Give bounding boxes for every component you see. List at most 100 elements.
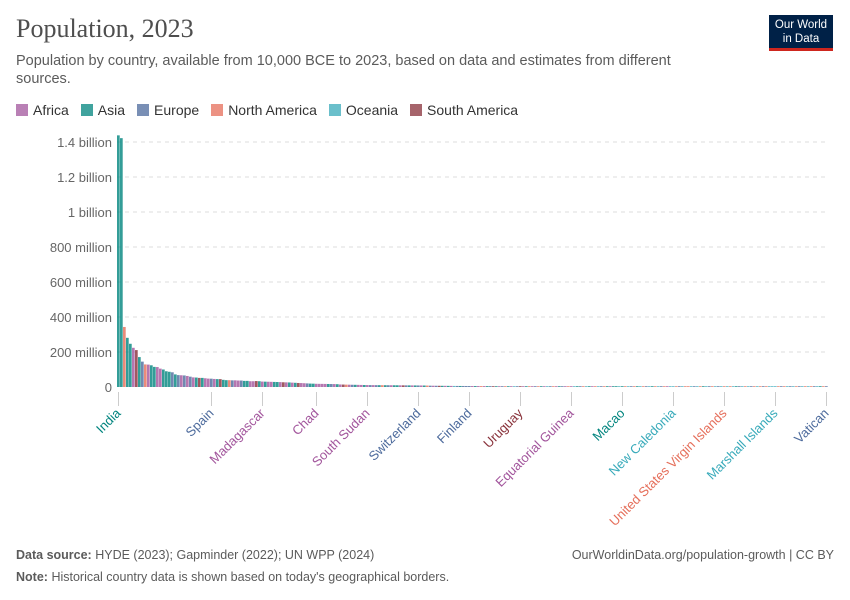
bar[interactable] xyxy=(687,386,690,387)
bar[interactable] xyxy=(306,383,309,387)
bar[interactable] xyxy=(171,372,174,387)
bar[interactable] xyxy=(162,369,165,388)
bar[interactable] xyxy=(492,386,495,387)
bar[interactable] xyxy=(495,386,498,387)
bar[interactable] xyxy=(177,375,180,387)
bar[interactable] xyxy=(717,386,720,387)
bar[interactable] xyxy=(516,386,519,387)
bar[interactable] xyxy=(147,364,150,387)
x-tick-label[interactable]: Madagascar xyxy=(206,405,268,467)
bar[interactable] xyxy=(438,385,441,387)
bar[interactable] xyxy=(159,368,162,387)
legend-item-asia[interactable]: Asia xyxy=(80,102,125,118)
bar[interactable] xyxy=(342,384,345,387)
bar[interactable] xyxy=(432,385,435,387)
owid-logo[interactable]: Our World in Data xyxy=(769,15,833,51)
bar[interactable] xyxy=(384,385,387,387)
bar[interactable] xyxy=(543,386,546,387)
bar[interactable] xyxy=(351,384,354,387)
bar[interactable] xyxy=(459,385,462,387)
bar[interactable] xyxy=(696,386,699,387)
bar[interactable] xyxy=(270,381,273,387)
bar[interactable] xyxy=(558,386,561,387)
bar[interactable] xyxy=(153,366,156,387)
bar[interactable] xyxy=(138,357,141,387)
bar[interactable] xyxy=(465,386,468,387)
bar[interactable] xyxy=(795,386,798,387)
bar[interactable] xyxy=(720,386,723,387)
bar[interactable] xyxy=(735,386,738,387)
bar[interactable] xyxy=(477,386,480,387)
bar[interactable] xyxy=(522,386,525,387)
bar[interactable] xyxy=(366,385,369,387)
bar[interactable] xyxy=(426,385,429,387)
bar[interactable] xyxy=(396,385,399,387)
bar[interactable] xyxy=(786,386,789,387)
bar[interactable] xyxy=(126,337,129,387)
bar[interactable] xyxy=(243,380,246,387)
bar[interactable] xyxy=(618,386,621,387)
bar[interactable] xyxy=(663,386,666,387)
bar[interactable] xyxy=(378,385,381,387)
bar[interactable] xyxy=(555,386,558,387)
bar[interactable] xyxy=(813,386,816,387)
bar[interactable] xyxy=(480,386,483,387)
bar[interactable] xyxy=(513,386,516,387)
bar[interactable] xyxy=(759,386,762,387)
bar[interactable] xyxy=(726,386,729,387)
bar[interactable] xyxy=(771,386,774,387)
bar[interactable] xyxy=(648,386,651,387)
bar[interactable] xyxy=(609,386,612,387)
bar[interactable] xyxy=(531,386,534,387)
bar[interactable] xyxy=(573,386,576,387)
legend-item-europe[interactable]: Europe xyxy=(137,102,199,118)
bar[interactable] xyxy=(579,386,582,387)
bar[interactable] xyxy=(567,386,570,387)
bar[interactable] xyxy=(684,386,687,387)
bar[interactable] xyxy=(117,135,120,387)
bar[interactable] xyxy=(498,386,501,387)
bar[interactable] xyxy=(576,386,579,387)
bar[interactable] xyxy=(195,377,198,387)
bar[interactable] xyxy=(237,380,240,387)
bar[interactable] xyxy=(810,386,813,387)
bar[interactable] xyxy=(453,385,456,387)
bar[interactable] xyxy=(231,380,234,387)
legend-item-north-america[interactable]: North America xyxy=(211,102,317,118)
bar[interactable] xyxy=(360,384,363,387)
bar[interactable] xyxy=(765,386,768,387)
bar[interactable] xyxy=(129,343,132,387)
bar[interactable] xyxy=(402,385,405,387)
bar[interactable] xyxy=(150,365,153,387)
bar[interactable] xyxy=(774,386,777,387)
bar[interactable] xyxy=(429,385,432,387)
bar[interactable] xyxy=(642,386,645,387)
bar[interactable] xyxy=(612,386,615,387)
bar[interactable] xyxy=(225,380,228,387)
bar[interactable] xyxy=(702,386,705,387)
bar[interactable] xyxy=(240,380,243,387)
bar[interactable] xyxy=(654,386,657,387)
bar[interactable] xyxy=(729,386,732,387)
bar[interactable] xyxy=(450,385,453,387)
bar[interactable] xyxy=(264,381,267,387)
bar[interactable] xyxy=(693,386,696,387)
bar[interactable] xyxy=(180,375,183,387)
bar[interactable] xyxy=(549,386,552,387)
bar[interactable] xyxy=(183,375,186,387)
bar[interactable] xyxy=(807,386,810,387)
bar[interactable] xyxy=(666,386,669,387)
bar[interactable] xyxy=(783,386,786,387)
bar[interactable] xyxy=(291,382,294,387)
bar[interactable] xyxy=(399,385,402,387)
bar[interactable] xyxy=(213,378,216,387)
bar[interactable] xyxy=(645,386,648,387)
bar[interactable] xyxy=(201,377,204,387)
bar[interactable] xyxy=(327,383,330,387)
bar[interactable] xyxy=(300,383,303,387)
bar[interactable] xyxy=(312,383,315,387)
bar[interactable] xyxy=(744,386,747,387)
bar[interactable] xyxy=(537,386,540,387)
bar[interactable] xyxy=(672,386,675,387)
bar[interactable] xyxy=(363,385,366,387)
